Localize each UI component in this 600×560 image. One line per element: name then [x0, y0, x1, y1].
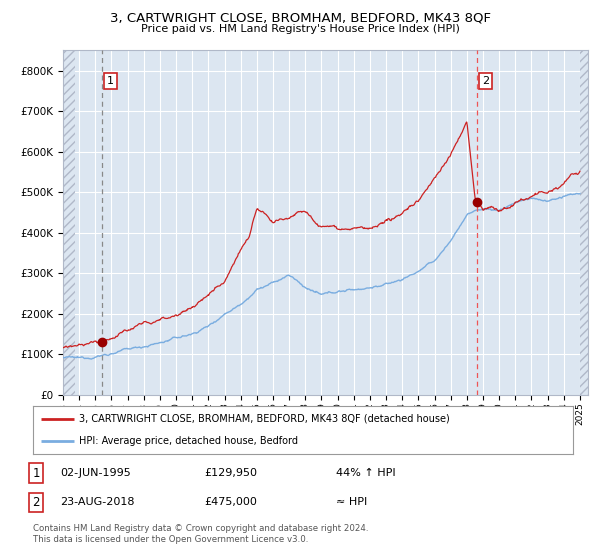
Text: 1: 1 [32, 466, 40, 480]
Text: Price paid vs. HM Land Registry's House Price Index (HPI): Price paid vs. HM Land Registry's House … [140, 24, 460, 34]
Text: Contains HM Land Registry data © Crown copyright and database right 2024.
This d: Contains HM Land Registry data © Crown c… [33, 524, 368, 544]
Text: 3, CARTWRIGHT CLOSE, BROMHAM, BEDFORD, MK43 8QF: 3, CARTWRIGHT CLOSE, BROMHAM, BEDFORD, M… [110, 11, 491, 24]
Text: 23-AUG-2018: 23-AUG-2018 [60, 497, 134, 507]
Text: 44% ↑ HPI: 44% ↑ HPI [336, 468, 395, 478]
Text: 1: 1 [107, 76, 114, 86]
Text: 2: 2 [482, 76, 489, 86]
Text: £475,000: £475,000 [204, 497, 257, 507]
Text: HPI: Average price, detached house, Bedford: HPI: Average price, detached house, Bedf… [79, 436, 298, 446]
Text: 3, CARTWRIGHT CLOSE, BROMHAM, BEDFORD, MK43 8QF (detached house): 3, CARTWRIGHT CLOSE, BROMHAM, BEDFORD, M… [79, 414, 449, 424]
Text: ≈ HPI: ≈ HPI [336, 497, 367, 507]
Text: 02-JUN-1995: 02-JUN-1995 [60, 468, 131, 478]
Text: £129,950: £129,950 [204, 468, 257, 478]
Text: 2: 2 [32, 496, 40, 509]
